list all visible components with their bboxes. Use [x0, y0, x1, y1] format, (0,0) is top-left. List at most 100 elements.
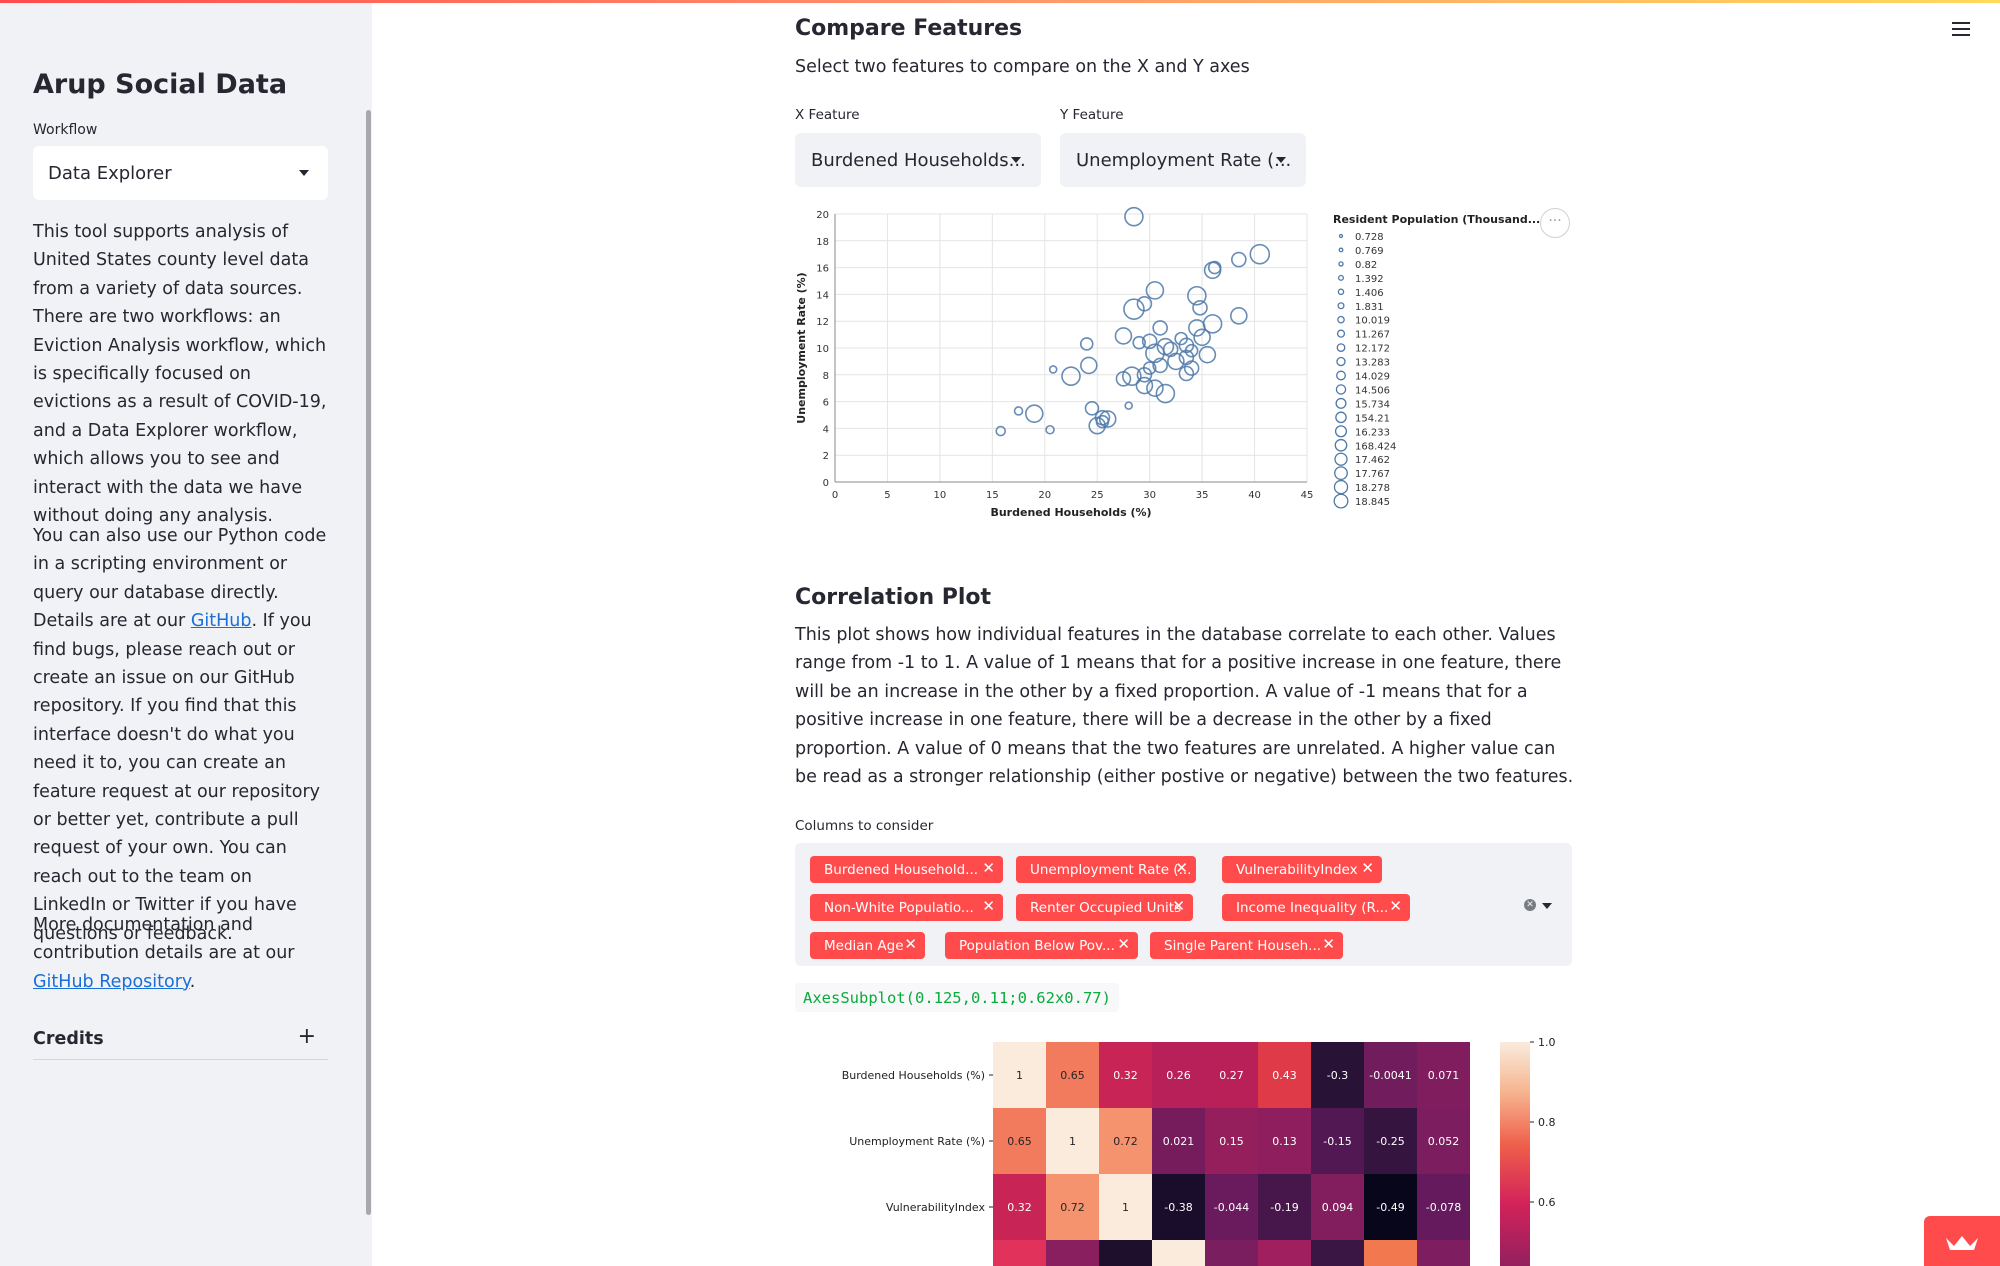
chart-actions-more-icon[interactable]: ···: [1540, 208, 1570, 238]
x-axis-title: Burdened Households (%): [990, 506, 1151, 519]
x-tick-label: 40: [1248, 490, 1261, 501]
heatmap-cell-label: 0.65: [1007, 1135, 1032, 1148]
scatter-point: [1136, 295, 1153, 312]
heatmap-cell-label: -0.19: [1270, 1201, 1298, 1214]
scatter-point: [1230, 307, 1248, 325]
x-tick-label: 5: [884, 490, 890, 501]
heatmap-cell-label: 0.72: [1060, 1201, 1085, 1214]
legend-label: 14.506: [1355, 385, 1390, 396]
column-tag: Renter Occupied Units ✕: [1016, 894, 1193, 921]
x-tick-label: 0: [832, 490, 838, 501]
heatmap-cell: [1152, 1240, 1205, 1266]
legend-label: 11.267: [1355, 330, 1390, 341]
x-feature-select[interactable]: Burdened Households...: [795, 133, 1041, 187]
scatter-point: [1162, 341, 1179, 358]
scatter-point: [1124, 401, 1133, 410]
heatmap-cell-label: -0.49: [1376, 1201, 1404, 1214]
scatter-point: [1192, 300, 1208, 316]
y-tick-label: 2: [823, 451, 829, 462]
heatmap-row-label: Burdened Households (%): [842, 1069, 985, 1082]
remove-tag-icon[interactable]: ✕: [982, 859, 995, 877]
heatmap-cell-label: 0.65: [1060, 1069, 1085, 1082]
scatter-chart[interactable]: 0 5 10 15 20 25 30 35 40 45 0 2 4 6 8 10 12 14 16 18 20 Burde…: [790, 200, 1570, 550]
heatmap-cell: [1046, 1042, 1099, 1108]
scatter-point: [995, 425, 1007, 437]
scatter-point: [1187, 285, 1207, 306]
chevron-down-icon: [1011, 157, 1021, 163]
column-tag: VulnerabilityIndex ✕: [1222, 856, 1382, 883]
scatter-point: [1061, 366, 1081, 386]
legend-label: 12.172: [1355, 344, 1390, 355]
chevron-down-icon[interactable]: [1542, 903, 1552, 909]
remove-tag-icon[interactable]: ✕: [1175, 859, 1188, 877]
remove-tag-icon[interactable]: ✕: [1389, 897, 1402, 915]
y-feature-value: Unemployment Rate (...: [1076, 149, 1292, 171]
remove-tag-icon[interactable]: ✕: [1322, 935, 1335, 953]
x-feature-label: X Feature: [795, 107, 860, 123]
heatmap-cell-label: 0.021: [1163, 1135, 1195, 1148]
remove-tag-icon[interactable]: ✕: [982, 897, 995, 915]
chevron-down-icon: [299, 170, 309, 176]
heatmap-cell: [1417, 1174, 1470, 1240]
y-feature-select[interactable]: Unemployment Rate (...: [1060, 133, 1306, 187]
legend-symbol: [1338, 247, 1344, 253]
scatter-point: [1098, 410, 1117, 428]
x-tick-label: 45: [1301, 490, 1314, 501]
legend-label: 10.019: [1355, 316, 1390, 327]
scatter-point: [1145, 281, 1165, 300]
y-tick-label: 4: [823, 424, 829, 435]
heatmap-cell-label: 1: [1122, 1201, 1129, 1214]
menu-icon[interactable]: [1952, 22, 1970, 38]
heatmap-cell-label: 1: [1016, 1069, 1023, 1082]
scatter-point: [1155, 383, 1176, 404]
legend-symbol: [1338, 233, 1344, 239]
column-tag-label: Non-White Populatio...: [824, 899, 974, 916]
scatter-point: [1184, 343, 1199, 358]
heatmap-cell: [1152, 1042, 1205, 1108]
legend-symbol: [1334, 452, 1348, 466]
legend-label: 1.392: [1355, 274, 1384, 285]
heatmap-row-label: Unemployment Rate (%): [849, 1135, 985, 1148]
legend-label: 168.424: [1355, 441, 1396, 452]
y-axis-title: Unemployment Rate (%): [795, 272, 808, 423]
legend-label: 1.406: [1355, 288, 1384, 299]
column-tag-label: Median Age: [824, 937, 904, 954]
sidebar: Arup Social Data Workflow Data Explorer …: [0, 3, 372, 1266]
scatter-point: [1084, 401, 1100, 416]
scatter-point: [1080, 356, 1098, 375]
clear-all-icon[interactable]: ✕: [1524, 899, 1536, 911]
legend-label: 0.82: [1355, 260, 1377, 271]
legend-title: Resident Population (Thousand...: [1333, 213, 1540, 226]
heatmap-cell: [1311, 1174, 1364, 1240]
colorbar-tick-label: 0.8: [1538, 1116, 1556, 1129]
remove-tag-icon[interactable]: ✕: [1117, 935, 1130, 953]
legend-symbol: [1336, 370, 1346, 381]
credits-expander[interactable]: Credits +: [33, 1018, 328, 1060]
compare-features-heading: Compare Features: [795, 16, 1023, 41]
contact-text-b: . If you find bugs, please reach out or …: [33, 611, 321, 944]
colorbar: [1500, 1042, 1530, 1266]
heatmap-cell: [1258, 1108, 1311, 1174]
heatmap-cell: [1258, 1240, 1311, 1266]
heatmap-cell-label: 0.052: [1428, 1135, 1460, 1148]
column-tag-label: VulnerabilityIndex: [1236, 861, 1358, 878]
scatter-point: [1231, 251, 1247, 268]
sidebar-scrollbar[interactable]: [366, 110, 371, 1215]
top-decoration-bar: [0, 0, 2000, 3]
remove-tag-icon[interactable]: ✕: [1172, 897, 1185, 915]
legend-symbol: [1337, 302, 1345, 310]
workflow-select[interactable]: Data Explorer: [33, 146, 328, 200]
plus-icon: +: [297, 1024, 316, 1049]
heatmap-cell: [993, 1240, 1046, 1266]
compare-features-subtitle: Select two features to compare on the X …: [795, 57, 1250, 77]
heatmap-cell-label: 0.26: [1166, 1069, 1191, 1082]
legend-symbol: [1335, 411, 1347, 424]
github-repository-link[interactable]: GitHub Repository: [33, 971, 190, 992]
heatmap-cell-label: 1: [1069, 1135, 1076, 1148]
scatter-point: [1124, 206, 1144, 227]
remove-tag-icon[interactable]: ✕: [904, 935, 917, 953]
remove-tag-icon[interactable]: ✕: [1361, 859, 1374, 877]
scatter-point: [1183, 360, 1200, 376]
streamlit-badge[interactable]: [1924, 1216, 2000, 1266]
github-link[interactable]: GitHub: [190, 611, 252, 632]
